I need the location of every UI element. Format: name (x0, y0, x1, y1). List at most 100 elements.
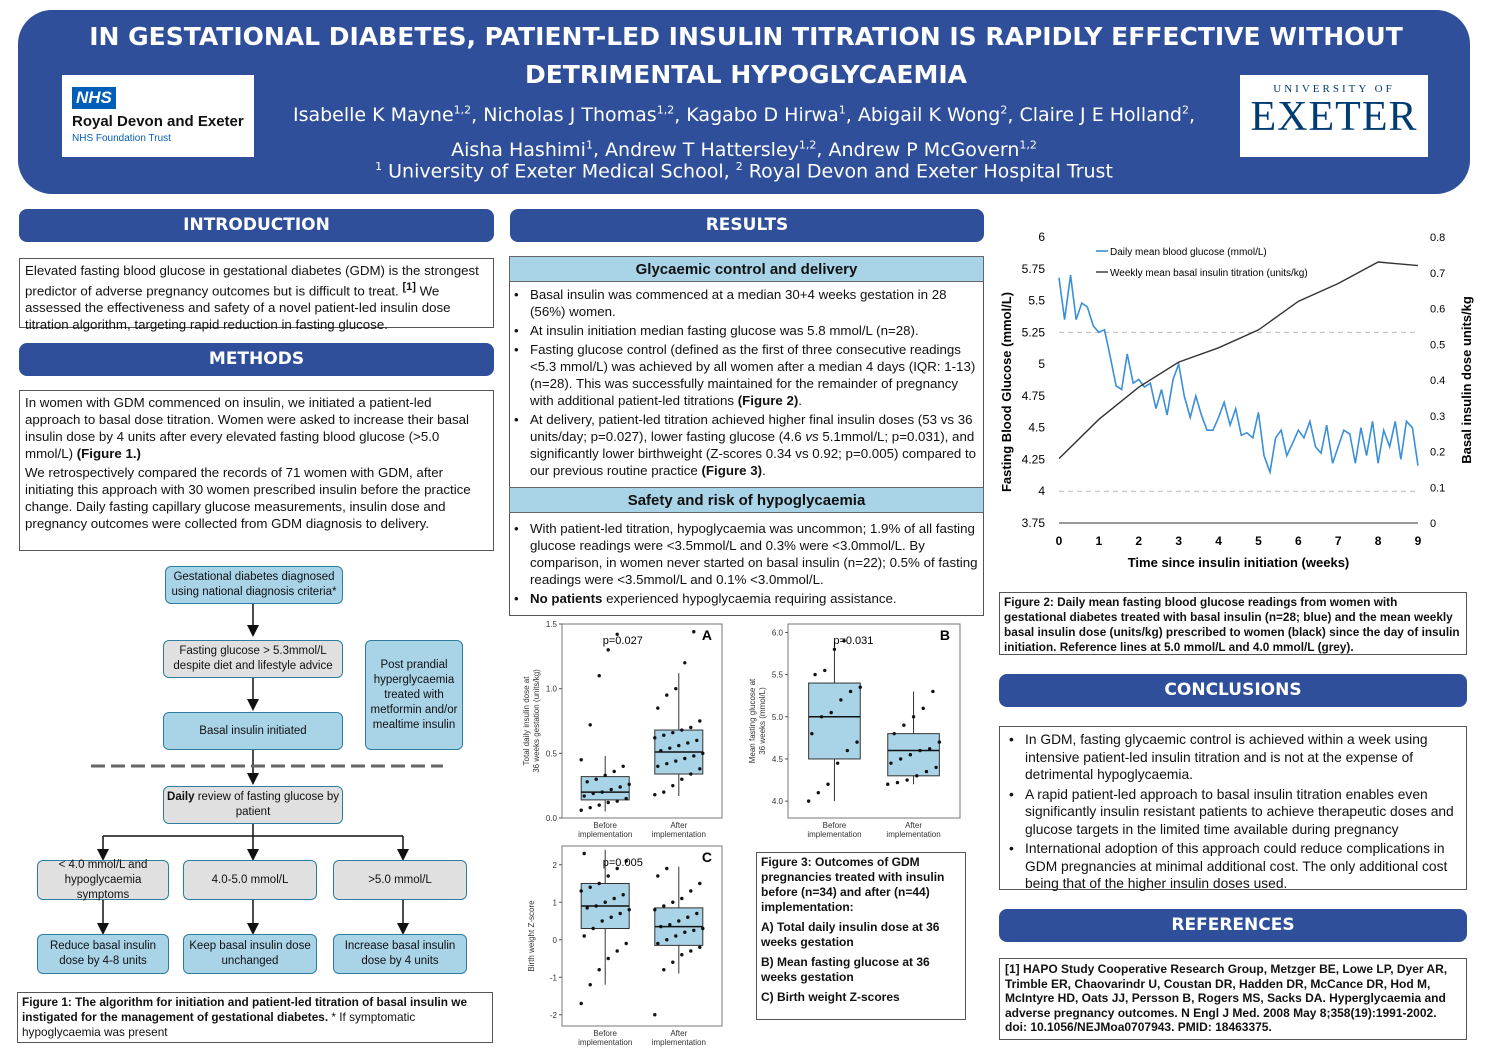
data-point (612, 896, 616, 901)
data-point (686, 915, 690, 919)
flow-daily-review: Daily review of fasting glucose by patie… (163, 786, 343, 824)
author-name: Kagabo D Hirwa1 (686, 104, 846, 127)
data-point (680, 728, 684, 732)
data-point (585, 906, 589, 910)
y2-tick-label: 0.5 (1430, 339, 1445, 351)
data-point (615, 949, 619, 953)
data-point (692, 754, 696, 758)
nhs-trust-name: NHS Foundation Trust (72, 133, 171, 144)
y2-tick-label: 0.6 (1430, 304, 1445, 316)
data-point (816, 790, 821, 795)
y2-tick-label: 0.8 (1430, 232, 1445, 244)
data-point (600, 919, 604, 923)
data-point (842, 639, 846, 643)
data-point (931, 689, 935, 694)
insulin-series-line (1058, 261, 1419, 460)
conclusions-heading: CONCLUSIONS (999, 674, 1467, 707)
data-point (674, 759, 678, 763)
data-point (588, 885, 592, 889)
flow-fasting-glucose: Fasting glucose > 5.3mmol/L despite diet… (163, 640, 343, 678)
data-point (680, 896, 684, 901)
data-point (886, 782, 890, 786)
data-point (618, 911, 622, 916)
y-tick-label: 0 (553, 936, 558, 945)
flow-keep-dose: Keep basal insulin dose unchanged (183, 934, 317, 974)
nhs-org-name: Royal Devon and Exeter (72, 113, 244, 130)
x-tick-label: 5 (1255, 534, 1262, 548)
data-point (671, 960, 675, 964)
y2-tick-label: 0.2 (1430, 447, 1445, 459)
figure3-caption: Figure 3: Outcomes of GDM pregnancies tr… (756, 852, 966, 1020)
author-list: Isabelle K Mayne1,2, Nicholas J Thomas1,… (292, 104, 1196, 161)
safety-bullet-1: With patient-led titration, hypoglycaemi… (510, 520, 980, 588)
data-point (659, 749, 663, 753)
author-name: Abigail K Wong2 (857, 104, 1008, 127)
data-point (692, 630, 696, 634)
data-point (695, 911, 699, 916)
data-point (671, 783, 675, 788)
data-point (680, 953, 684, 957)
data-point (848, 689, 853, 694)
results-safety-list: With patient-led titration, hypoglycaemi… (510, 520, 980, 609)
data-point (579, 1001, 583, 1006)
x-tick-label: 6 (1295, 534, 1302, 548)
data-point (813, 672, 817, 677)
data-point (911, 715, 916, 719)
data-point (615, 799, 619, 803)
y-tick-label: 4.5 (1028, 421, 1045, 435)
data-point (624, 941, 628, 946)
data-point (908, 753, 913, 757)
data-point (698, 767, 702, 771)
data-point (579, 758, 583, 762)
data-point (924, 769, 929, 774)
data-point (855, 740, 859, 744)
x-axis-label: Time since insulin initiation (weeks) (1128, 555, 1350, 570)
data-point (594, 904, 598, 908)
x-tick-label: 4 (1215, 534, 1222, 548)
x-tick-label: After (670, 821, 687, 830)
results-subheading-safety: Safety and risk of hypoglycaemia (509, 487, 984, 513)
data-point (588, 983, 592, 987)
y2-tick-label: 0.3 (1430, 411, 1445, 423)
x-tick-label: implementation (578, 830, 632, 839)
data-point (892, 731, 896, 736)
data-point (683, 930, 687, 934)
x-tick-label: 7 (1335, 534, 1342, 548)
conclusion-3: International adoption of this approach … (1005, 840, 1461, 893)
data-point (918, 748, 922, 753)
y-axis-label: Fasting Blood Glucose (mmol/L) (999, 292, 1014, 492)
data-point (858, 685, 862, 689)
data-point (624, 859, 628, 863)
figure3b-boxplot: 4.04.55.05.56.0BeforeimplementationAfter… (748, 623, 961, 839)
author-name: Andrew P McGovern1,2 (828, 138, 1037, 161)
data-point (627, 782, 631, 787)
data-point (600, 790, 604, 794)
y-tick-label: 5 (1038, 357, 1045, 371)
flowchart-connectors (91, 602, 443, 935)
data-point (606, 648, 610, 652)
y-tick-label: 1 (553, 898, 558, 907)
y-tick-label: 5.5 (1028, 294, 1045, 308)
data-point (653, 1013, 657, 1017)
exeter-logo-main: EXETER (1250, 94, 1418, 140)
data-point (588, 805, 592, 810)
introduction-heading: INTRODUCTION (19, 209, 494, 242)
data-point (701, 926, 705, 931)
author-name: Isabelle K Mayne1,2 (292, 104, 472, 127)
data-point (588, 723, 592, 727)
data-point (582, 851, 586, 856)
data-point (683, 661, 687, 665)
author-name: Aisha Hashimi1 (451, 138, 593, 161)
data-point (621, 893, 625, 897)
y-tick-label: 4.0 (772, 797, 784, 806)
conclusion-2: A rapid patient-led approach to basal in… (1005, 786, 1461, 839)
data-point (698, 719, 702, 723)
data-point (597, 803, 601, 807)
data-point (902, 723, 906, 727)
safety-bullet-2: No patients experienced hypoglycaemia re… (510, 590, 980, 607)
data-point (606, 800, 610, 805)
x-tick-label: Before (593, 1029, 617, 1038)
data-point (606, 874, 610, 878)
y-tick-label: 0.5 (546, 749, 558, 758)
y-tick-label: 4 (1038, 484, 1045, 498)
